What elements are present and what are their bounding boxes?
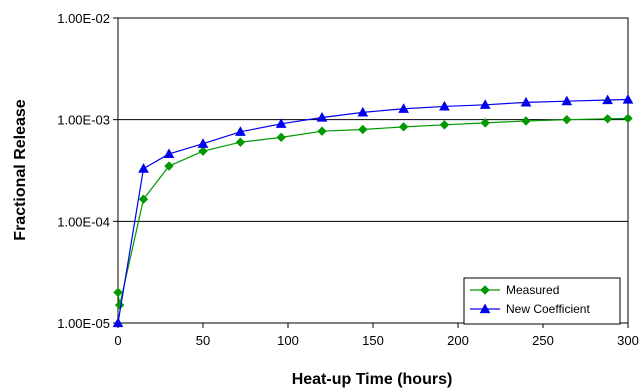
data-point <box>276 132 286 143</box>
data-point <box>479 99 491 109</box>
legend-label: Measured <box>506 283 559 297</box>
x-axis-ticks: 0 50 100 150 200 250 300 <box>114 323 639 348</box>
legend-marker <box>479 303 491 314</box>
x-axis-title: Heat-up Time (hours) <box>292 371 453 388</box>
data-point <box>197 138 209 148</box>
data-point <box>138 163 149 173</box>
grid-lines <box>118 17 628 324</box>
data-point <box>275 118 287 128</box>
data-point <box>235 126 246 136</box>
series-group <box>112 93 634 328</box>
y-tick-label: 1.00E-04 <box>57 214 110 229</box>
data-point <box>521 116 531 126</box>
data-point <box>622 93 634 104</box>
legend-box <box>463 277 621 325</box>
data-point <box>480 118 490 128</box>
data-point <box>602 94 613 105</box>
data-point <box>439 100 450 111</box>
data-point <box>235 137 246 147</box>
data-point <box>602 114 613 124</box>
x-tick-label: 200 <box>447 333 469 348</box>
data-point <box>439 120 450 130</box>
series-line <box>117 117 629 306</box>
y-tick-label: 1.00E-03 <box>57 113 110 128</box>
x-tick-label: 150 <box>362 333 384 348</box>
data-point <box>113 287 123 298</box>
y-tick-label: 1.00E-05 <box>57 316 110 331</box>
data-point <box>163 148 175 159</box>
data-point <box>520 96 532 107</box>
y-axis-title: Fractional Release <box>12 99 29 241</box>
data-point <box>138 194 149 204</box>
x-tick-label: 250 <box>532 333 554 348</box>
data-point <box>358 124 368 135</box>
data-point <box>316 111 328 122</box>
x-tick-label: 0 <box>114 333 121 348</box>
legend: Measured New Coefficient <box>463 277 621 325</box>
legend-marker <box>480 285 490 295</box>
data-point <box>623 113 633 124</box>
data-point <box>561 95 573 106</box>
data-point <box>198 146 208 156</box>
data-point <box>398 103 409 113</box>
data-point <box>114 300 125 310</box>
x-tick-label: 100 <box>277 333 299 348</box>
x-tick-label: 50 <box>196 333 210 348</box>
y-axis-ticks: 1.00E-05 1.00E-04 1.00E-03 1.00E-02 <box>57 11 118 331</box>
data-point <box>357 106 369 117</box>
y-tick-label: 1.00E-02 <box>57 11 110 26</box>
series-new-coefficient <box>112 93 634 328</box>
data-point <box>112 317 124 328</box>
data-point <box>398 122 409 132</box>
legend-label: New Coefficient <box>506 302 590 316</box>
data-point <box>562 114 572 125</box>
data-point <box>317 126 327 136</box>
x-tick-label: 300 <box>617 333 639 348</box>
plot-area <box>117 17 629 324</box>
data-point <box>164 161 174 171</box>
series-measured <box>113 113 633 310</box>
